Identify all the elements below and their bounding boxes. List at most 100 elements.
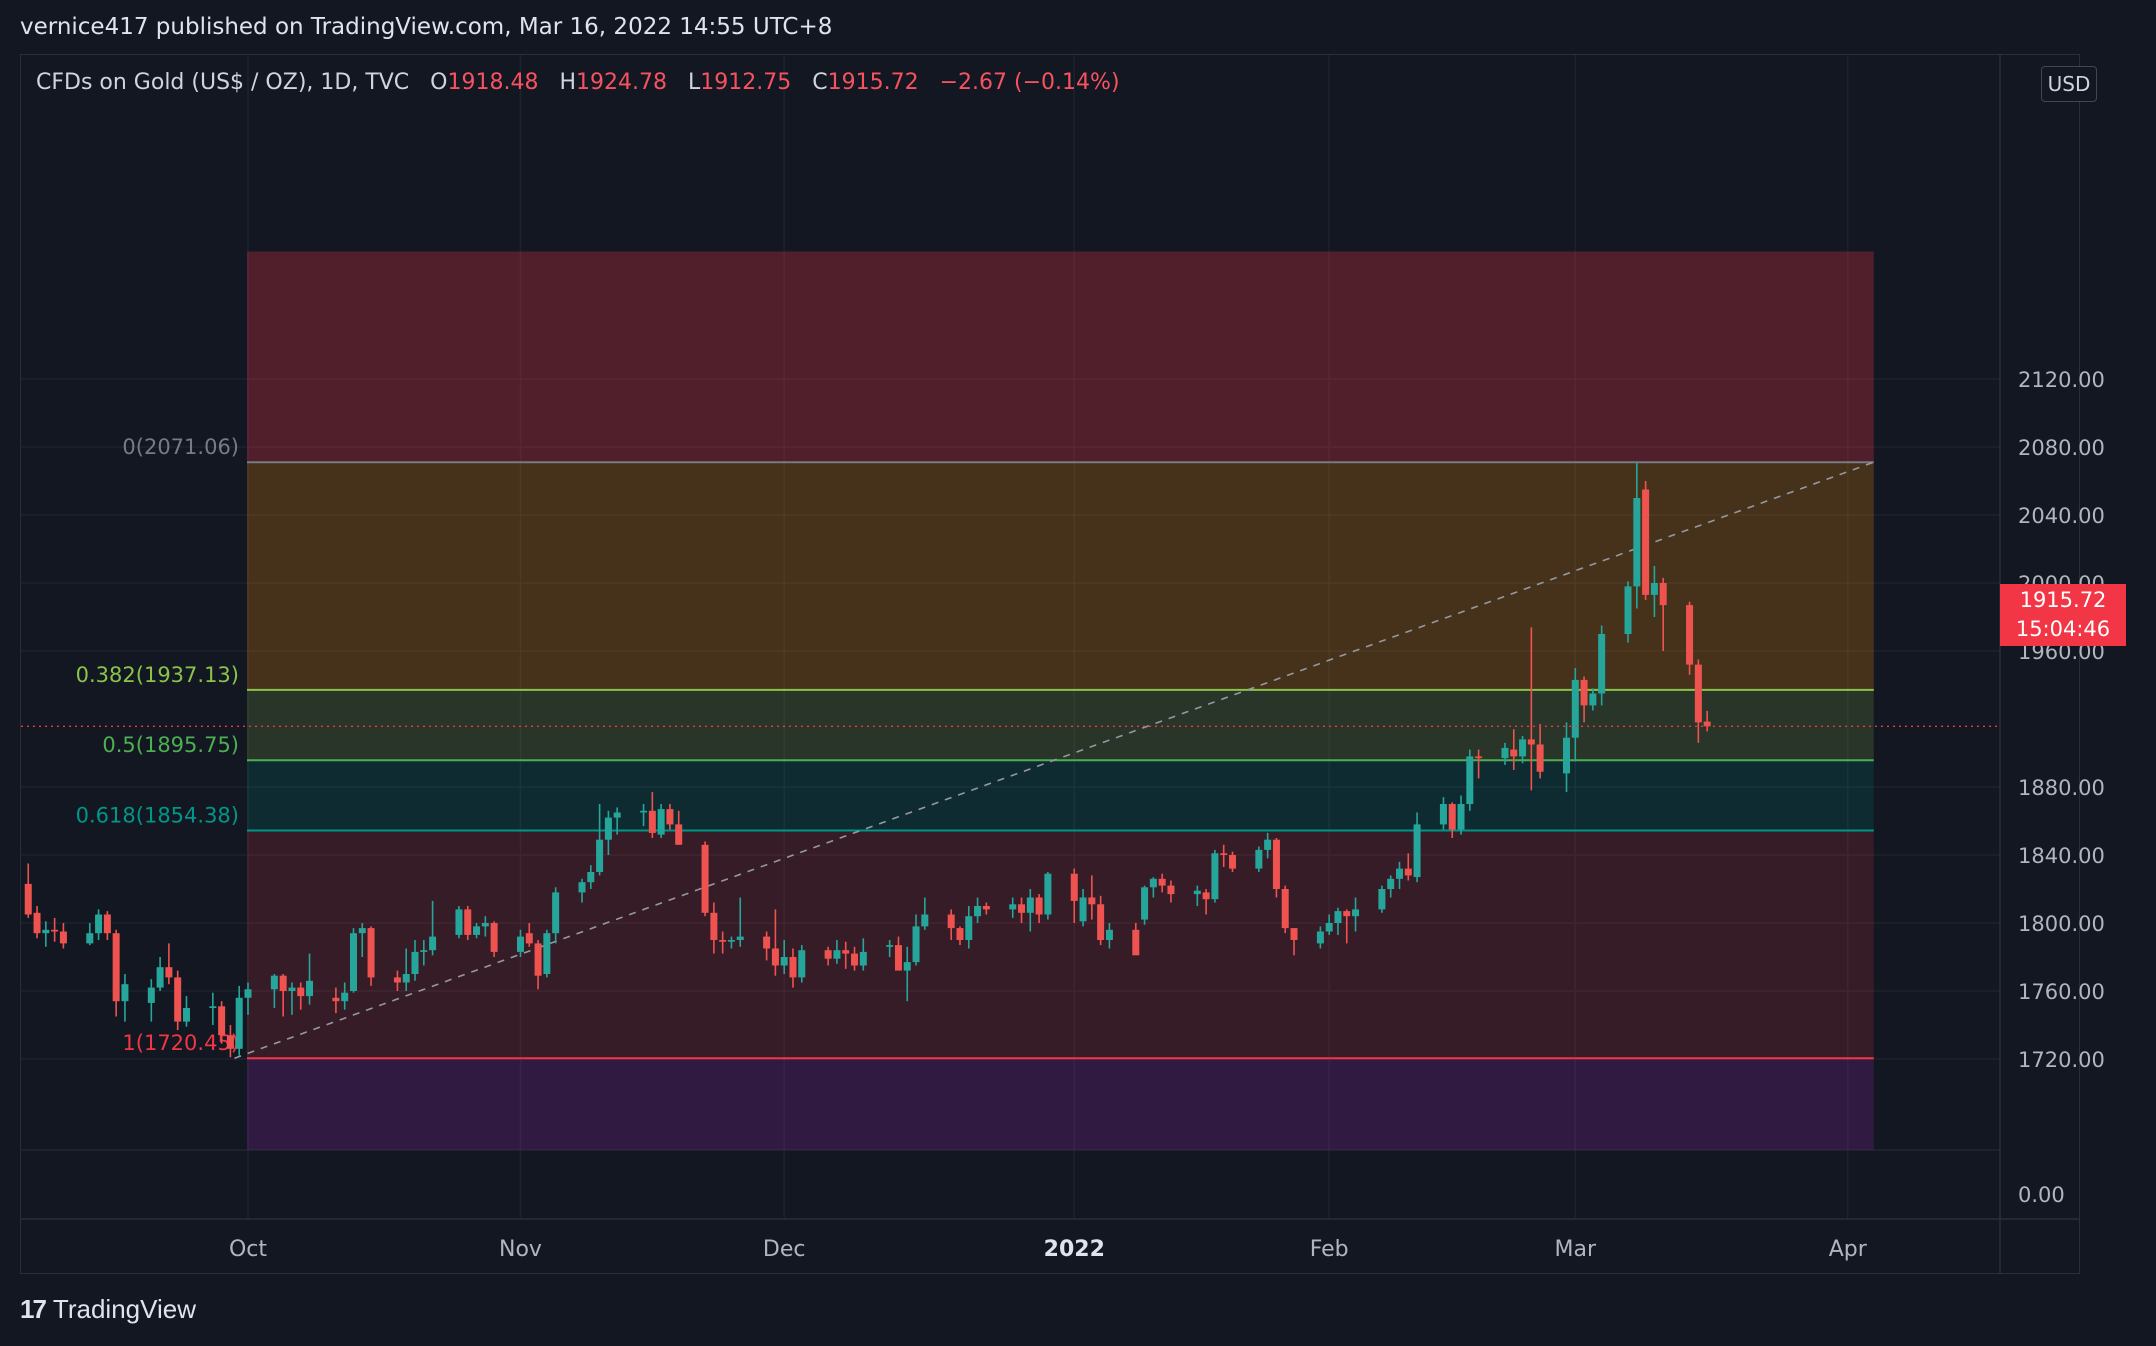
symbol-title[interactable]: CFDs on Gold (US$ / OZ), 1D, TVC: [36, 70, 410, 95]
fib-zone: [247, 251, 1874, 463]
time-tick-label: Feb: [1310, 1237, 1349, 1262]
candle-body: [51, 929, 59, 932]
candle-body: [1149, 878, 1157, 888]
candle-body: [1290, 928, 1298, 940]
candle-body: [429, 936, 437, 951]
candle-body: [1255, 849, 1263, 869]
candle-body: [763, 936, 771, 949]
candle-body: [1536, 744, 1544, 772]
candle-body: [596, 839, 604, 872]
candle-body: [358, 928, 366, 934]
price-tick-label: 2040.00: [2018, 504, 2105, 528]
candle-body: [965, 916, 973, 940]
candle-body: [297, 987, 305, 997]
candle-body: [587, 872, 595, 883]
candle-body: [1694, 664, 1702, 723]
candle-body: [1316, 931, 1324, 944]
candle-body: [209, 1006, 217, 1008]
candle-body: [1167, 885, 1175, 895]
candlestick-chart[interactable]: 0(2071.06) 0.382(1937.13) 0.5(1895.75) 0.61…: [0, 0, 2156, 1274]
candle-body: [270, 975, 278, 990]
candle-body: [1519, 739, 1527, 757]
candle-body: [411, 951, 419, 974]
candle-body: [534, 943, 542, 976]
candle-body: [1132, 929, 1140, 956]
candle-body: [552, 892, 560, 934]
candle-body: [1466, 756, 1474, 804]
footer-bar: [0, 1274, 2156, 1346]
publisher-bar: vernice417 published on TradingView.com,…: [0, 0, 2156, 52]
candle-body: [112, 933, 120, 1002]
currency-button[interactable]: USD: [2041, 66, 2097, 102]
candle-body: [912, 926, 920, 963]
tradingview-logo[interactable]: 17 TradingView: [20, 1294, 196, 1325]
fib-level-label: 0(2071.06): [122, 435, 239, 459]
candle-body: [1395, 868, 1403, 879]
candle-body: [736, 936, 744, 940]
price-tick-label: 1800.00: [2018, 912, 2105, 936]
candle-body: [349, 933, 357, 991]
candle-body: [1264, 839, 1272, 850]
candle-body: [1378, 889, 1386, 910]
open-value: 1918.48: [447, 70, 539, 95]
candle-body: [1009, 904, 1017, 910]
candle-body: [982, 906, 990, 910]
chart-pane[interactable]: [20, 54, 2080, 1274]
volume-zero-label: 0.00: [2018, 1183, 2065, 1207]
candle-body: [833, 950, 841, 959]
candle-body: [33, 912, 41, 934]
change-value: −2.67 (−0.14%): [939, 70, 1120, 95]
candle-body: [306, 980, 314, 997]
candle-body: [1642, 489, 1650, 595]
candle-body: [648, 810, 656, 833]
candle-body: [103, 914, 111, 934]
candle-body: [1220, 853, 1228, 855]
candle-body: [1026, 897, 1034, 913]
close-label: C: [812, 70, 828, 95]
candle-body: [1404, 868, 1412, 876]
candle-body: [1439, 804, 1447, 825]
candle-body: [1079, 897, 1087, 922]
candle-body: [1193, 890, 1201, 895]
candle-body: [455, 909, 463, 935]
candle-body: [666, 809, 674, 825]
candle-body: [490, 923, 498, 952]
last-price-tag: 1915.72 15:04:46: [2000, 584, 2126, 646]
price-tick-label: 1720.00: [2018, 1048, 2105, 1072]
candle-body: [894, 945, 902, 971]
high-value: 1924.78: [576, 70, 668, 95]
candle-body: [1211, 853, 1219, 900]
candle-body: [780, 957, 788, 966]
candle-body: [604, 817, 612, 840]
candle-body: [578, 882, 586, 893]
time-tick-label: Oct: [229, 1237, 267, 1262]
candle-body: [1088, 897, 1096, 905]
candle-body: [1633, 498, 1641, 587]
candle-body: [473, 926, 481, 935]
candle-body: [1448, 804, 1456, 830]
candle-body: [147, 987, 155, 1003]
price-tick-label: 2120.00: [2018, 368, 2105, 392]
fib-level-label: 0.382(1937.13): [76, 663, 239, 687]
candle-body: [1105, 929, 1113, 940]
candle-body: [1563, 737, 1570, 774]
chart-legend: CFDs on Gold (US$ / OZ), 1D, TVC O1918.4…: [36, 70, 1120, 95]
bar-countdown: 15:04:46: [2015, 617, 2111, 641]
fib-zone: [247, 760, 1874, 831]
time-tick-label: Apr: [1829, 1237, 1868, 1262]
candle-body: [1387, 878, 1395, 889]
candle-body: [1325, 923, 1333, 932]
candle-body: [235, 997, 243, 1049]
candle-body: [516, 936, 524, 952]
candle-body: [1510, 749, 1518, 757]
candle-body: [1334, 911, 1342, 923]
candle-body: [1580, 679, 1588, 706]
candle-body: [174, 977, 182, 1022]
time-tick-label: 2022: [1044, 1237, 1105, 1262]
candle-body: [288, 987, 296, 991]
candle-body: [1018, 904, 1026, 913]
candle-body: [1158, 878, 1166, 886]
price-tick-label: 1760.00: [2018, 980, 2105, 1004]
candle-body: [1202, 892, 1210, 900]
candle-body: [956, 928, 964, 940]
